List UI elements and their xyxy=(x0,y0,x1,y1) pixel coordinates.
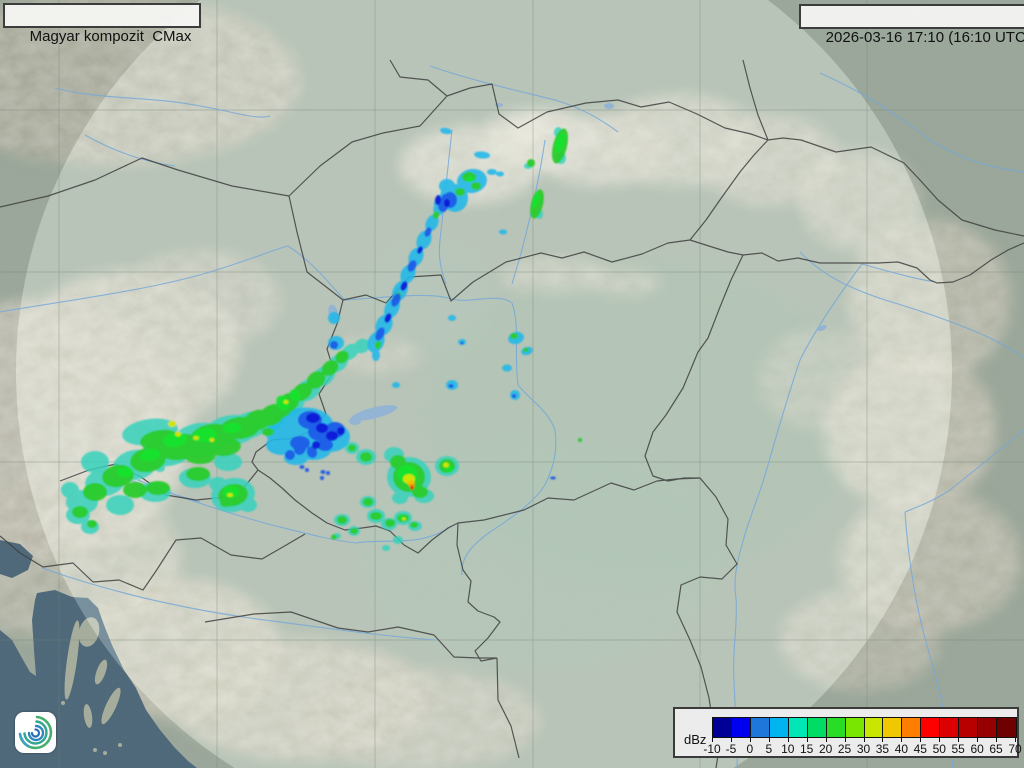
legend-color-cell xyxy=(845,718,865,737)
legend-color-cell xyxy=(788,718,808,737)
legend-tick xyxy=(787,737,789,742)
legend-tick xyxy=(958,737,960,742)
legend-color-cell xyxy=(713,718,732,737)
legend-color-cell xyxy=(940,718,960,737)
legend-tick-label: 15 xyxy=(800,742,814,756)
lakes xyxy=(328,103,827,425)
legend-tick-label: 65 xyxy=(989,742,1003,756)
legend-tick xyxy=(1015,737,1016,742)
legend-tick xyxy=(749,737,751,742)
echo-layer-orange xyxy=(409,484,415,488)
legend-color-cell xyxy=(978,718,998,737)
product-title-box: Magyar kompozit CMax xyxy=(3,3,202,45)
legend-tick-label: 60 xyxy=(970,742,984,756)
legend-tick xyxy=(712,737,713,742)
radar-echo-layer xyxy=(61,127,582,551)
legend-tick xyxy=(939,737,941,742)
legend-tick-label: 45 xyxy=(913,742,927,756)
legend-tick xyxy=(882,737,884,742)
legend-tick-label: -5 xyxy=(725,742,737,756)
legend-color-cell xyxy=(864,718,884,737)
legend-color-cell xyxy=(826,718,846,737)
echo-layer-deep-blue xyxy=(306,195,450,449)
legend-color-cell xyxy=(997,718,1016,737)
legend-unit-label: dBz xyxy=(684,732,707,747)
legend-color-cell xyxy=(902,718,922,737)
legend-color-cell xyxy=(731,718,751,737)
legend-tick xyxy=(844,737,846,742)
legend-color-cell xyxy=(921,718,941,737)
legend-tick xyxy=(996,737,998,742)
legend-tick xyxy=(806,737,808,742)
legend-tick-label: 35 xyxy=(875,742,890,756)
timestamp-box: 2026-03-16 17:10 (16:10 UTC) xyxy=(799,4,1024,46)
dbz-legend: dBz -10 -5 0 5 10 15 20 25 30 35 40 45 50 55 60 65 70 xyxy=(673,707,1022,758)
legend-color-cell xyxy=(750,718,770,737)
legend-tick-label: 0 xyxy=(746,742,754,756)
legend-tick xyxy=(863,737,865,742)
legend-tick xyxy=(920,737,922,742)
legend-tick xyxy=(768,737,770,742)
lake-balaton xyxy=(350,405,398,421)
legend-tick xyxy=(825,737,827,742)
echo-layer-red xyxy=(410,486,414,490)
legend-tick xyxy=(730,737,732,742)
legend-tick-label: 55 xyxy=(951,742,965,756)
legend-tick-label: 50 xyxy=(932,742,946,756)
legend-tick-label: 5 xyxy=(765,742,773,756)
legend-color-cell xyxy=(883,718,903,737)
legend-tick xyxy=(901,737,903,742)
legend-color-cell xyxy=(807,718,827,737)
hungaromet-logo xyxy=(15,712,56,753)
legend-color-cell xyxy=(959,718,979,737)
legend-tick-label: -10 xyxy=(703,742,721,756)
legend-tick-label: 25 xyxy=(837,742,852,756)
legend-color-bar xyxy=(712,717,1017,738)
timestamp: 2026-03-16 17:10 (16:10 UTC) xyxy=(825,29,1024,46)
legend-tick-label: 20 xyxy=(818,742,833,756)
legend-tick-label: 30 xyxy=(856,742,871,756)
legend-tick xyxy=(977,737,979,742)
legend-tick-label: 70 xyxy=(1008,742,1022,756)
legend-tick-label: 40 xyxy=(894,742,909,756)
product-title: Magyar kompozit CMax xyxy=(29,28,192,45)
legend-tick-label: 10 xyxy=(781,742,795,756)
swirl-icon xyxy=(18,715,53,750)
legend-color-cell xyxy=(769,718,789,737)
